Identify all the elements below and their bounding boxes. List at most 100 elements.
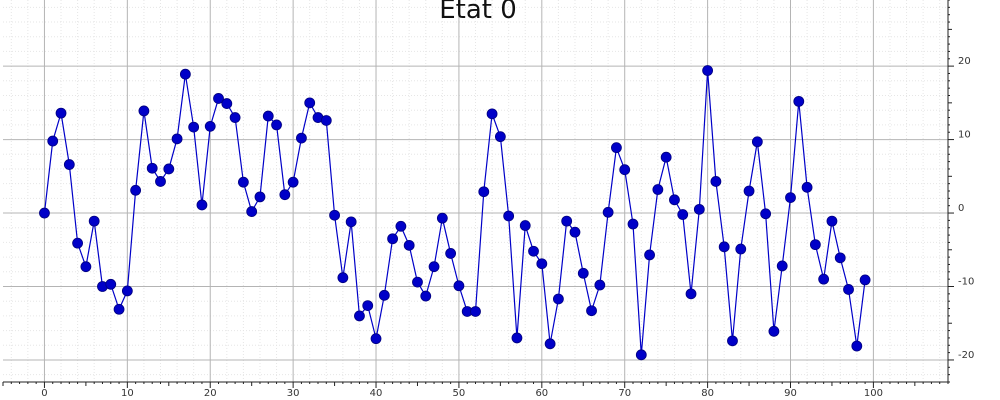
data-point bbox=[72, 237, 84, 249]
data-point bbox=[519, 220, 531, 231]
series-line bbox=[43, 70, 866, 355]
data-point bbox=[511, 332, 523, 344]
y-tick-label: -10 bbox=[958, 277, 974, 288]
data-point bbox=[47, 135, 59, 147]
x-tick-label: 20 bbox=[204, 388, 217, 399]
x-tick-label: 90 bbox=[784, 388, 797, 399]
data-point bbox=[669, 194, 680, 206]
data-point bbox=[445, 248, 457, 259]
data-point bbox=[246, 206, 258, 217]
data-point bbox=[403, 239, 415, 251]
data-point bbox=[801, 181, 813, 193]
data-point bbox=[121, 285, 133, 297]
data-point bbox=[785, 192, 796, 204]
data-point bbox=[552, 293, 564, 305]
data-point bbox=[63, 159, 75, 170]
data-point bbox=[859, 274, 871, 286]
x-tick-label: 40 bbox=[370, 388, 383, 399]
data-point bbox=[420, 290, 432, 302]
x-tick-label: 60 bbox=[535, 388, 548, 399]
major-grid bbox=[3, 0, 948, 382]
data-point bbox=[544, 338, 556, 350]
data-point bbox=[345, 216, 357, 228]
data-point bbox=[751, 136, 763, 148]
data-point bbox=[204, 120, 216, 132]
y-tick-label: 20 bbox=[958, 56, 971, 67]
data-point bbox=[793, 95, 805, 107]
data-point bbox=[602, 206, 614, 218]
data-point bbox=[776, 260, 788, 272]
data-point bbox=[851, 340, 863, 352]
data-point bbox=[768, 325, 780, 337]
x-tick-label: 70 bbox=[618, 388, 631, 399]
data-point bbox=[213, 93, 224, 104]
data-point bbox=[834, 252, 846, 264]
data-point bbox=[685, 288, 697, 300]
series-layer bbox=[39, 65, 871, 361]
data-point bbox=[237, 176, 249, 188]
data-point bbox=[378, 289, 390, 301]
data-point bbox=[478, 186, 490, 198]
y-tick-label: 0 bbox=[958, 203, 964, 214]
data-point bbox=[362, 300, 374, 312]
data-point bbox=[453, 280, 465, 292]
data-point bbox=[221, 98, 233, 109]
data-point bbox=[296, 132, 307, 144]
data-point bbox=[727, 335, 738, 347]
x-tick-label: 100 bbox=[864, 388, 883, 399]
minor-grid bbox=[3, 0, 948, 382]
x-tick-label: 80 bbox=[701, 388, 714, 399]
data-point bbox=[436, 212, 448, 224]
data-point bbox=[113, 303, 125, 315]
y-tick-label: -20 bbox=[958, 350, 974, 361]
data-point bbox=[412, 276, 423, 288]
data-point bbox=[179, 68, 191, 80]
x-tick-label: 30 bbox=[287, 388, 300, 399]
data-point bbox=[163, 163, 175, 175]
data-point bbox=[188, 121, 200, 133]
data-point bbox=[635, 349, 647, 361]
data-point bbox=[130, 184, 142, 196]
data-point bbox=[262, 110, 274, 122]
x-tick-label: 50 bbox=[453, 388, 466, 399]
data-point bbox=[677, 209, 689, 220]
data-point bbox=[735, 243, 747, 255]
data-point bbox=[229, 112, 241, 123]
data-point bbox=[503, 210, 515, 222]
data-point bbox=[287, 176, 299, 188]
data-point bbox=[279, 189, 291, 201]
x-tick-label: 10 bbox=[121, 388, 134, 399]
data-point bbox=[611, 142, 622, 154]
data-point bbox=[387, 233, 399, 245]
data-point bbox=[702, 65, 714, 76]
data-point bbox=[486, 108, 498, 120]
data-point bbox=[370, 333, 382, 345]
data-point bbox=[561, 215, 573, 227]
data-point bbox=[80, 261, 92, 273]
data-point bbox=[337, 272, 349, 284]
data-point bbox=[428, 261, 440, 273]
data-point bbox=[528, 245, 539, 257]
axes: 0 10 20 30 40 50 60 70 80 90 100 -20 -10 0 10 20 bbox=[2, 0, 974, 399]
data-point bbox=[569, 226, 581, 238]
data-point bbox=[88, 215, 100, 227]
data-point bbox=[171, 133, 183, 145]
y-tick-label: 10 bbox=[958, 130, 971, 141]
data-point bbox=[494, 131, 506, 143]
data-point bbox=[138, 105, 150, 117]
data-point bbox=[826, 215, 838, 227]
data-point bbox=[395, 220, 407, 232]
data-point bbox=[155, 176, 166, 187]
data-point bbox=[586, 305, 597, 317]
data-point bbox=[470, 306, 481, 317]
data-point bbox=[196, 199, 208, 211]
chart-title: Etat 0 bbox=[439, 0, 517, 25]
data-point bbox=[760, 208, 772, 220]
data-point bbox=[809, 239, 821, 251]
data-point bbox=[55, 107, 67, 119]
data-point bbox=[271, 119, 282, 131]
data-point bbox=[818, 273, 830, 285]
data-point bbox=[39, 207, 50, 219]
